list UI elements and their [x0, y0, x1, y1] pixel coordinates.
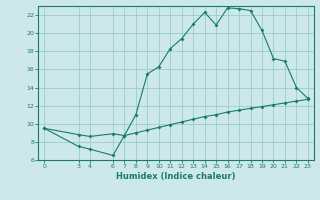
X-axis label: Humidex (Indice chaleur): Humidex (Indice chaleur) [116, 172, 236, 181]
